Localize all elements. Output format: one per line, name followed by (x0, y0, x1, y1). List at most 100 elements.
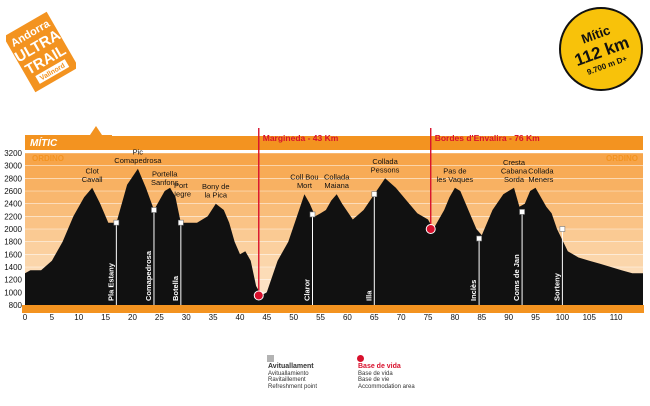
x-tick-label: 110 (610, 313, 623, 322)
x-tick-label: 35 (209, 313, 218, 322)
base-dot (425, 224, 436, 234)
x-tick-label: 25 (155, 313, 164, 322)
peak-label: Pic Comapedrosa (114, 147, 162, 165)
legend-base: Base de vida Base de vida Base de vie Ac… (357, 355, 415, 390)
peak-label-line: Clot (86, 166, 100, 175)
legend-base-line: Accommodation area (358, 383, 415, 390)
x-tick-label: 75 (424, 313, 433, 322)
race-badge: Mític 112 km 9.700 m D+ (558, 6, 644, 92)
y-tick-label: 2800 (4, 174, 22, 183)
x-tick-label: 30 (182, 313, 191, 322)
aid-station-label: Comapedrosa (144, 250, 153, 301)
legend-aid-station: Avituallament Avituallamiento Ravitaille… (267, 355, 318, 390)
peak-label-line: Cavall (82, 175, 103, 184)
peak-label: Coll Bou Mort (290, 173, 318, 191)
peak-label-line: Collada (528, 166, 554, 175)
peak-label-line: Pessons (371, 165, 400, 174)
finish-label: ORDINO (606, 154, 638, 163)
peak-label-line: Comapedrosa (114, 156, 162, 165)
y-tick-label: 2200 (4, 212, 22, 221)
peak-label: Collada Pessons (371, 157, 400, 175)
x-axis-bar (22, 305, 644, 313)
aid-station-marker (371, 191, 378, 197)
background-band (25, 153, 643, 166)
x-tick-label: 50 (289, 313, 298, 322)
peak-label: Pas de les Vaques (437, 166, 474, 184)
peak-label: Port Negre (171, 181, 191, 199)
legend-base-line: Base de vida (358, 370, 393, 377)
x-tick-label: 15 (101, 313, 110, 322)
y-tick-label: 1200 (4, 276, 22, 285)
elevation-profile-area (25, 168, 643, 305)
x-tick-label: 105 (583, 313, 597, 322)
legend-aid-line: Refreshment point (268, 383, 318, 390)
peak-label-line: Collada (324, 173, 350, 182)
aid-station-label: Inclès (469, 280, 478, 301)
x-tick-label: 60 (343, 313, 352, 322)
y-tick-label: 1400 (4, 263, 22, 272)
aid-station-marker (559, 226, 566, 232)
y-tick-label: 2000 (4, 225, 22, 234)
peak-label-line: Sorda (504, 175, 525, 184)
y-tick-label: 1600 (4, 250, 22, 259)
chart-title: MÍTIC (30, 136, 58, 149)
x-tick-label: 20 (128, 313, 137, 322)
aid-station-marker (309, 211, 316, 218)
y-tick-label: 2400 (4, 200, 22, 209)
base-legend-swatch (357, 355, 364, 362)
peak-label-line: Collada (372, 157, 398, 166)
aid-station-markers: Pla Estany Comapedrosa Botella Claror Illa In… (106, 191, 566, 305)
peak-label-line: Sanfons (151, 178, 179, 187)
x-tick-label: 90 (504, 313, 513, 322)
background-band (25, 165, 643, 179)
aid-station-label: Claror (303, 279, 312, 301)
x-tick-label: 45 (262, 313, 271, 322)
peak-label: Collada Maiana (324, 173, 350, 191)
y-tick-label: 800 (9, 301, 23, 310)
aid-station-label: Illa (364, 290, 373, 301)
aid-station-marker (178, 219, 184, 226)
x-tick-label: 40 (236, 313, 245, 322)
peak-label-line: Negre (171, 189, 191, 198)
x-tick-label: 95 (531, 313, 540, 322)
y-tick-label: 3200 (4, 149, 22, 158)
y-tick-label: 3000 (4, 162, 22, 171)
base-label: Bordes d'Envalira - 76 Km (435, 133, 540, 143)
peak-label: Clot Cavall (82, 166, 103, 184)
peak-label: Cresta Cabana Sorda (501, 158, 528, 184)
aid-station-marker (519, 209, 525, 215)
peak-label-line: Pic (133, 147, 144, 156)
x-axis-ticks: 0 5 10 15 20 25 30 35 40 45 50 55 60 65 70 75 80 85 90 95 10… (23, 313, 623, 322)
x-tick-label: 85 (477, 313, 486, 322)
legend-aid-title: Avituallament (268, 363, 314, 370)
peak-label-line: la Pica (205, 191, 228, 200)
x-tick-label: 100 (556, 313, 570, 322)
aid-station-label: Coms de Jan (512, 254, 521, 301)
legend-aid-line: Ravitaillement (268, 377, 306, 383)
aid-station-marker (151, 207, 157, 213)
peak-label-line: Meners (528, 175, 553, 184)
base-dot (253, 290, 264, 301)
aid-station-legend-swatch (267, 355, 274, 362)
y-tick-label: 2600 (4, 187, 22, 196)
x-tick-label: 80 (450, 313, 459, 322)
base-label: Margineda - 43 Km (263, 133, 339, 143)
peak-label-line: les Vaques (437, 175, 474, 184)
x-tick-label: 55 (316, 313, 325, 322)
chart-title-bar (25, 126, 643, 150)
peak-label: Bony de la Pica (202, 182, 230, 200)
start-label: ORDINO (32, 154, 64, 163)
x-tick-label: 0 (23, 313, 28, 322)
legend-base-line: Base de vie (358, 377, 390, 383)
background-band (25, 178, 643, 191)
legend-aid-line: Avituallamiento (268, 370, 309, 377)
background-band (25, 191, 643, 204)
aid-station-marker (476, 235, 482, 242)
peak-label-line: Pas de (443, 166, 466, 175)
peak-label-line: Mort (297, 181, 313, 190)
peak-label-line: Cabana (501, 166, 528, 175)
peak-label-line: Maiana (324, 181, 349, 190)
peak-label-line: Bony de (202, 182, 230, 191)
